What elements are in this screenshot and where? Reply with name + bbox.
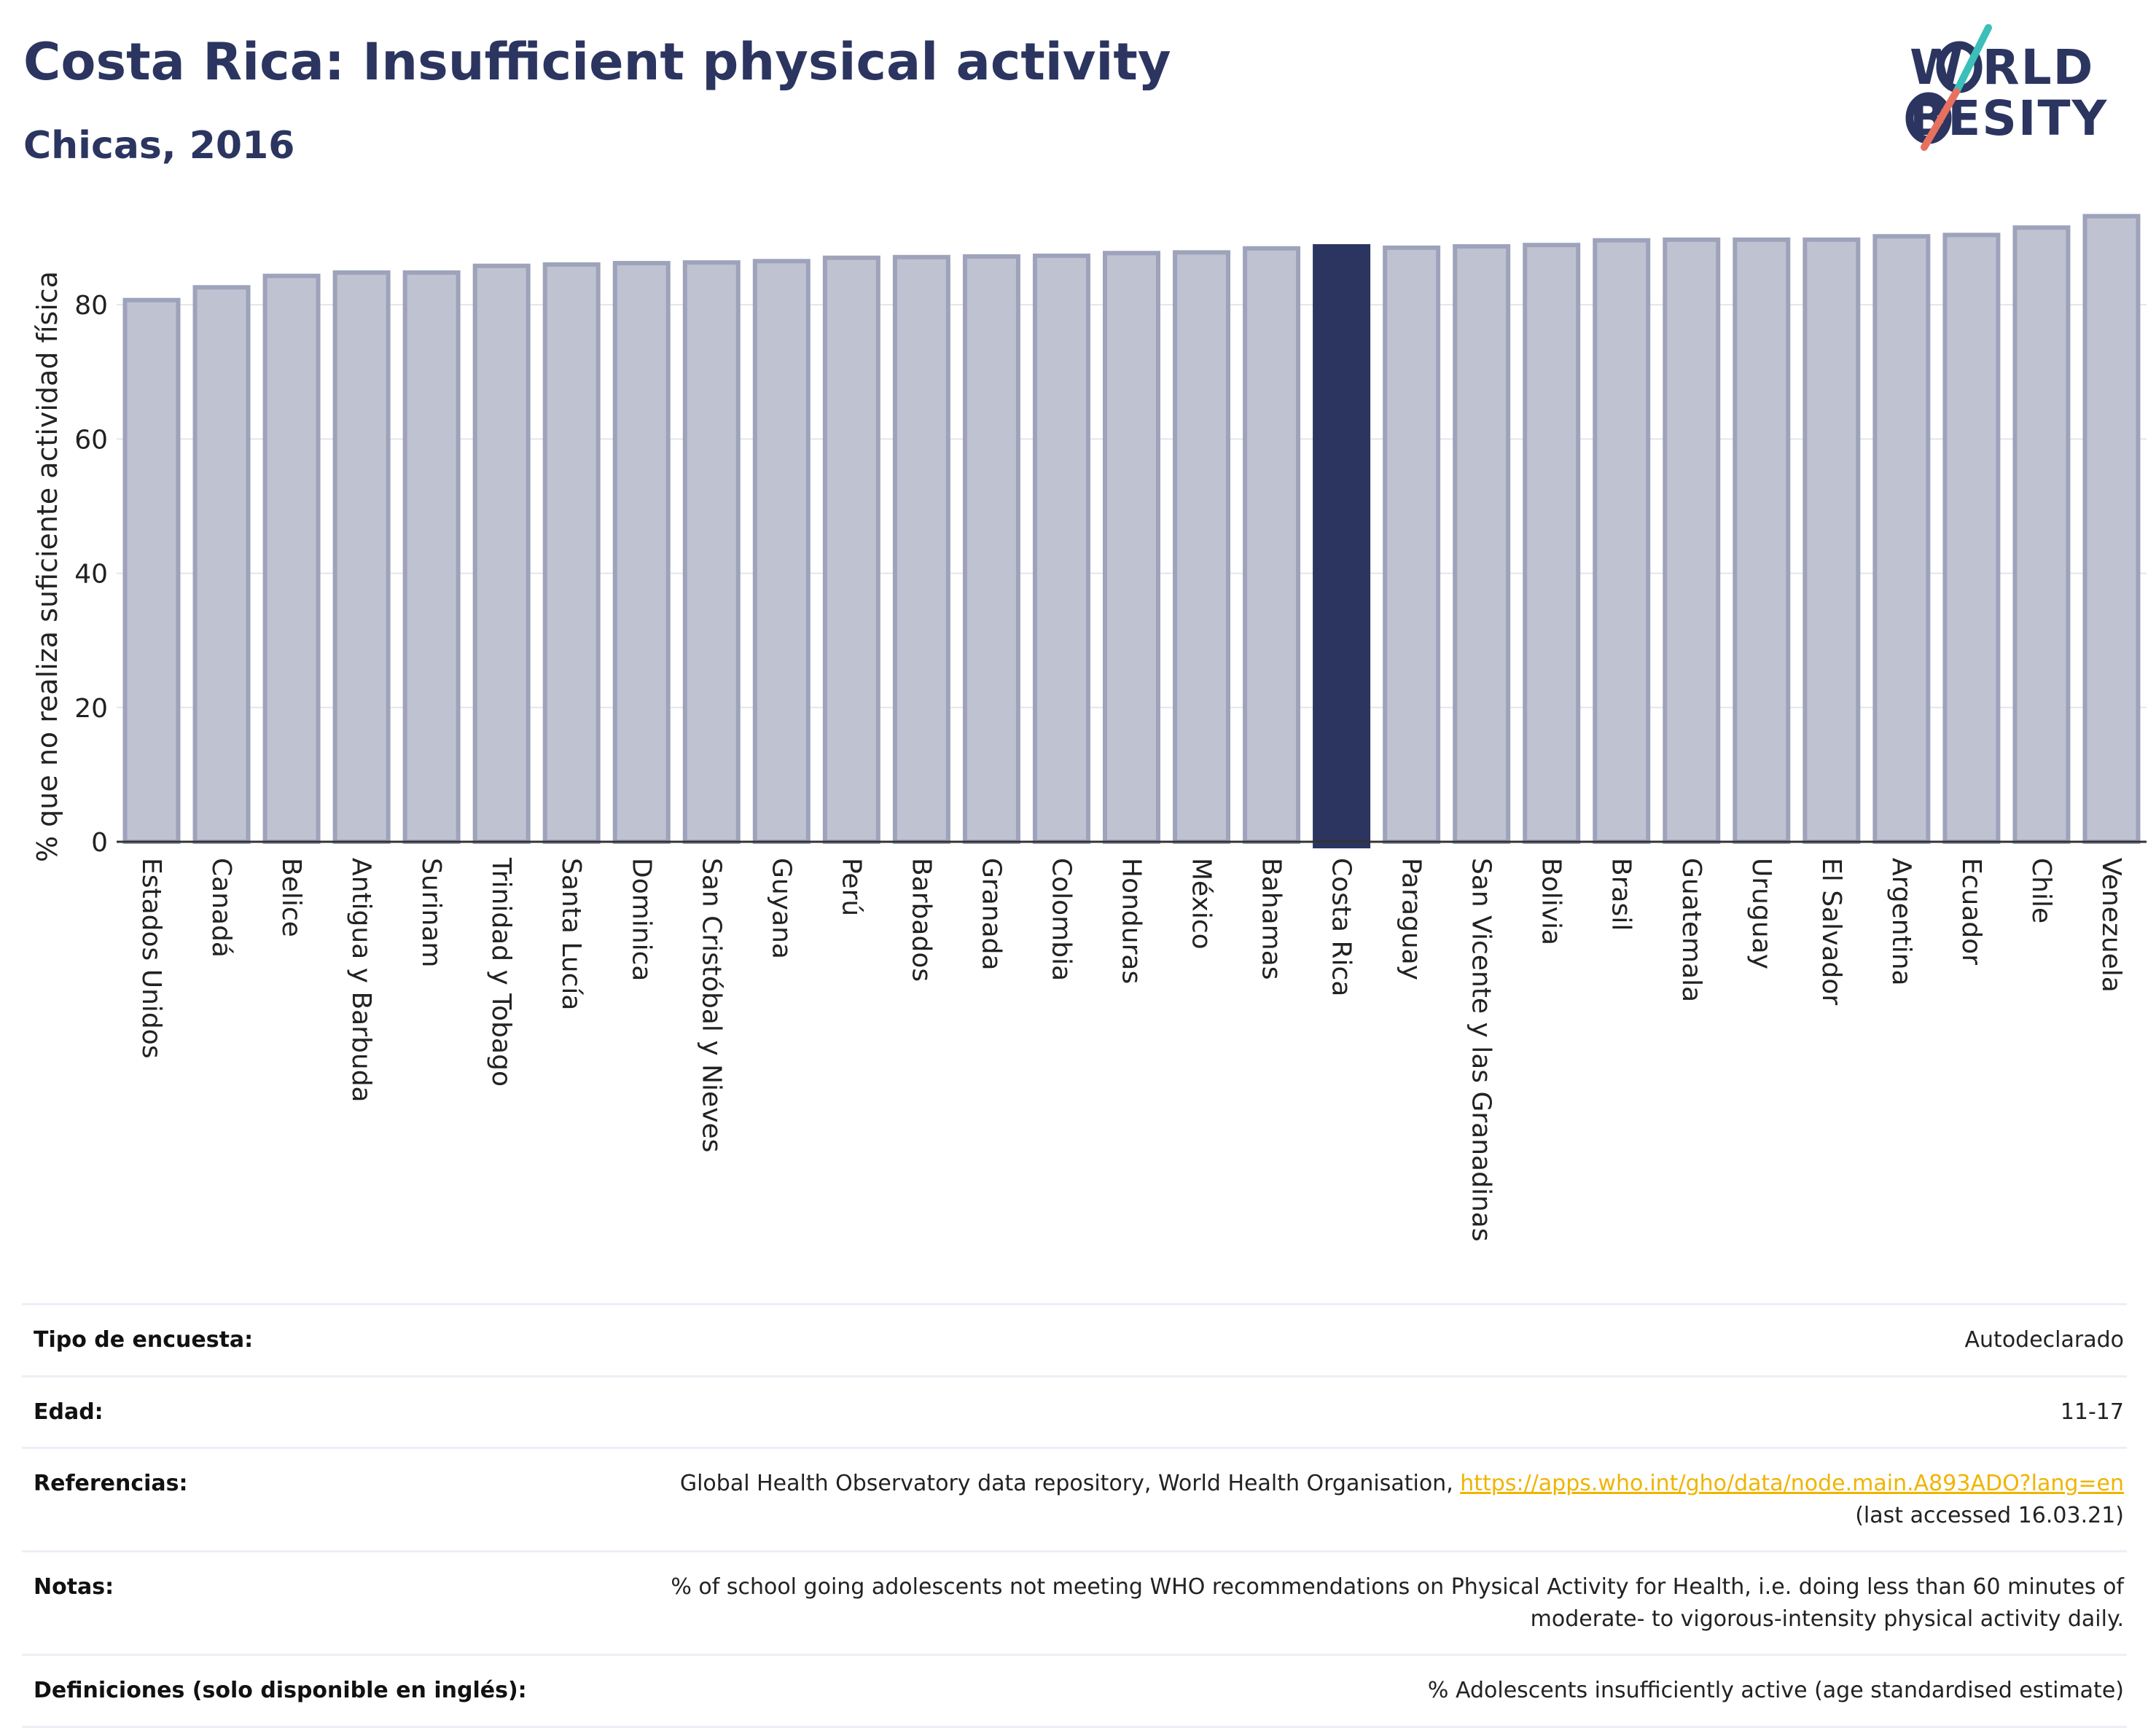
- x-tick-label: Estados Unidos: [136, 858, 166, 1059]
- bar: [892, 254, 950, 844]
- chart-subtitle: Chicas, 2016: [23, 124, 295, 168]
- x-tick-label: San Vicente y las Granadinas: [1466, 858, 1496, 1242]
- x-tick-label: México: [1187, 858, 1216, 950]
- x-tick-label: Guyana: [766, 858, 796, 959]
- x-tick-label: Honduras: [1117, 858, 1147, 984]
- bar: [2012, 225, 2071, 845]
- bar: [1453, 244, 1511, 845]
- y-tick-label: 20: [74, 694, 108, 724]
- bar: [612, 261, 671, 845]
- bar: [542, 262, 601, 845]
- bar: [1243, 246, 1301, 844]
- y-tick-label: 80: [74, 291, 108, 321]
- bar: [402, 270, 461, 844]
- bar: [1383, 245, 1441, 845]
- bar: [822, 255, 880, 845]
- x-tick-label: Venezuela: [2096, 858, 2126, 993]
- info-row-definitions: Definiciones (solo disponible en inglés)…: [22, 1654, 2127, 1728]
- bar: [682, 260, 741, 844]
- x-tick-label: Antigua y Barbuda: [346, 858, 376, 1103]
- x-tick-label: Bolivia: [1536, 858, 1566, 945]
- bar: [262, 273, 321, 845]
- x-tick-label: Granada: [976, 858, 1006, 971]
- info-row-age: Edad: 11-17: [22, 1375, 2127, 1448]
- reference-link[interactable]: https://apps.who.int/gho/data/node.main.…: [1460, 1471, 2124, 1496]
- x-tick-label: Costa Rica: [1327, 858, 1356, 996]
- info-table: Tipo de encuesta: Autodeclarado Edad: 11…: [22, 1303, 2127, 1728]
- x-tick-label: Barbados: [906, 858, 936, 982]
- x-tick-label: Colombia: [1046, 858, 1076, 981]
- x-tick-label: Trinidad y Tobago: [486, 857, 516, 1087]
- bar: [2082, 214, 2141, 845]
- x-tick-label: Canadá: [206, 858, 236, 958]
- bar: [1032, 253, 1090, 844]
- x-tick-labels: Estados Unidos Canadá Belice Antigua y Barb…: [136, 857, 2126, 1242]
- bar: [1313, 244, 1371, 849]
- logo-slash-icon: [1905, 24, 1992, 151]
- x-tick-label: Belice: [276, 858, 306, 937]
- reference-accessed: (last accessed 16.03.21): [1855, 1502, 2124, 1528]
- y-tick-label: 40: [74, 560, 108, 590]
- y-tick-labels: 0 20 40 60 80: [74, 291, 108, 858]
- x-tick-label: Bahamas: [1257, 858, 1286, 980]
- bar-chart: 0 20 40 60 80 Estados Unidos Canadá Belice Anti…: [31, 214, 2147, 1242]
- x-tick-label: Surinam: [416, 858, 446, 967]
- info-label: Definiciones (solo disponible en inglés)…: [22, 1654, 558, 1728]
- bar: [962, 254, 1020, 844]
- x-tick-label: Dominica: [626, 858, 656, 982]
- bar: [1593, 238, 1651, 845]
- info-row-references: Referencias: Global Health Observatory d…: [22, 1447, 2127, 1552]
- x-tick-label: San Cristóbal y Nieves: [696, 858, 726, 1152]
- chart-title: Costa Rica: Insufficient physical activi…: [23, 32, 1171, 92]
- y-tick-label: 0: [91, 828, 108, 858]
- info-value: % Adolescents insufficiently active (age…: [558, 1654, 2127, 1728]
- y-tick-label: 60: [74, 425, 108, 455]
- bar: [1173, 250, 1231, 844]
- x-tick-label: Chile: [2026, 858, 2056, 923]
- bar: [1663, 237, 1721, 844]
- x-tick-label: Santa Lucía: [556, 858, 586, 1010]
- bar: [1802, 237, 1861, 844]
- bar: [472, 263, 531, 845]
- info-label: Tipo de encuesta:: [22, 1303, 558, 1376]
- bar: [1103, 251, 1160, 845]
- info-value: Global Health Observatory data repositor…: [558, 1447, 2127, 1552]
- bar: [752, 259, 811, 844]
- info-label: Referencias:: [22, 1447, 558, 1552]
- x-tick-label: Brasil: [1606, 858, 1636, 931]
- bar: [1733, 237, 1791, 844]
- y-axis-label: % que no realiza suficiente actividad fí…: [31, 271, 63, 862]
- info-label: Edad:: [22, 1375, 558, 1448]
- info-row-notes: Notas: % of school going adolescents not…: [22, 1550, 2127, 1655]
- bar: [1872, 234, 1931, 845]
- reference-text: Global Health Observatory data repositor…: [679, 1471, 1461, 1496]
- bar: [122, 297, 181, 845]
- x-tick-label: Paraguay: [1397, 858, 1426, 980]
- bar: [1942, 232, 2001, 845]
- bar: [1523, 243, 1581, 845]
- world-obesity-logo: W RLD BESITY: [1895, 22, 2136, 153]
- x-tick-label: Ecuador: [1956, 858, 1986, 965]
- info-value: 11-17: [558, 1375, 2127, 1448]
- x-tick-label: Guatemala: [1676, 858, 1706, 1002]
- x-tick-label: El Salvador: [1816, 858, 1846, 1005]
- x-tick-label: Argentina: [1886, 858, 1916, 986]
- bar: [332, 270, 391, 844]
- info-label: Notas:: [22, 1550, 558, 1655]
- info-value: % of school going adolescents not meetin…: [558, 1550, 2127, 1655]
- info-value: Autodeclarado: [558, 1303, 2127, 1376]
- info-row-survey: Tipo de encuesta: Autodeclarado: [22, 1303, 2127, 1376]
- x-tick-label: Perú: [836, 858, 866, 916]
- x-tick-label: Uruguay: [1746, 858, 1776, 969]
- bar: [192, 285, 251, 845]
- bars: [122, 214, 2141, 849]
